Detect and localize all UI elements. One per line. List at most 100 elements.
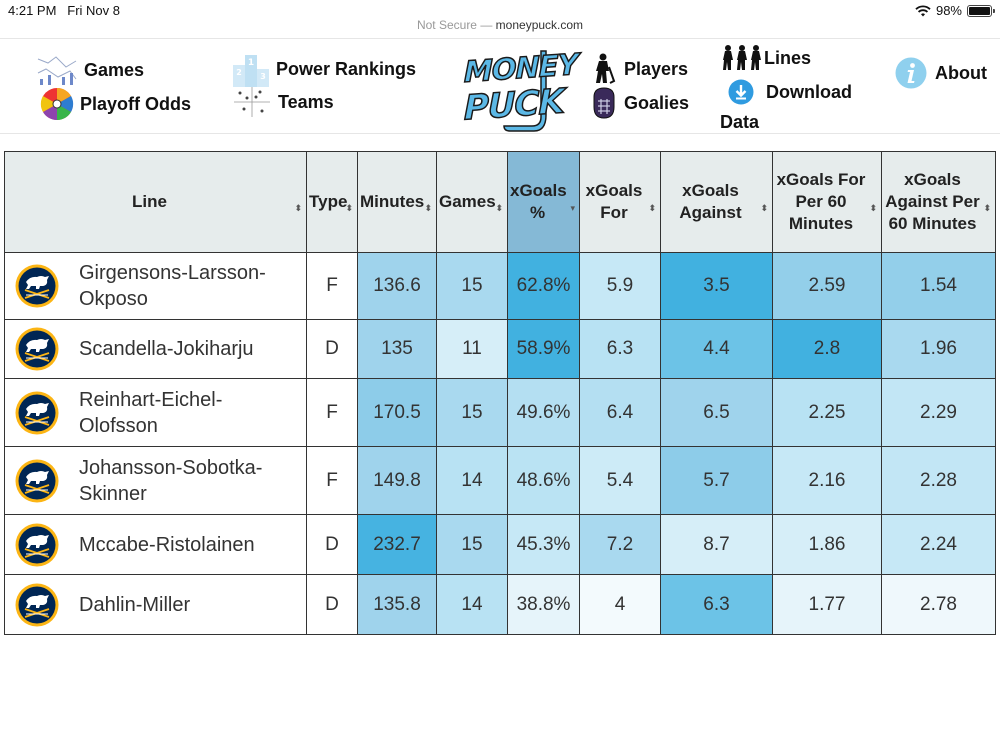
nav-teams-label: Teams: [278, 91, 334, 112]
games-cell: 15: [436, 252, 508, 320]
xgoals-for-cell: 6.3: [579, 319, 661, 379]
games-cell: 15: [436, 514, 508, 575]
line-cell[interactable]: Dahlin-Miller: [4, 574, 307, 635]
line-name: Scandella-Jokiharju: [79, 338, 254, 360]
column-header-xgoals-against[interactable]: xGoals Against ⬍: [660, 151, 773, 253]
xgoals-for-per-60-cell: 2.8: [772, 319, 882, 379]
site-nav: Games Playoff Odds 1 2 3 Power Rankings: [0, 38, 1000, 134]
line-name: Dahlin-Miller: [79, 593, 191, 616]
line-cell[interactable]: Johansson-Sobotka-Skinner: [4, 446, 307, 515]
sort-icon[interactable]: ⬍: [495, 203, 503, 213]
xgoals-pct-cell: 58.9%: [507, 319, 580, 379]
column-header-label: xGoals For: [585, 181, 643, 222]
sabres-logo-icon: [15, 327, 59, 371]
xgoals-against-cell: 5.7: [660, 446, 773, 515]
table-row: Johansson-Sobotka-Skinner F 149.8 14 48.6% 5.…: [4, 446, 996, 515]
xgoals-against-cell: 3.5: [660, 252, 773, 320]
minutes-cell: 170.5: [357, 378, 437, 447]
table-row: Scandella-Jokiharju D 135 11 58.9% 6.3 4.4 2.8 1…: [4, 319, 996, 379]
teams-quadrant-icon: [234, 87, 270, 117]
nav-players-label: Players: [624, 58, 689, 79]
column-header-line[interactable]: Line ⬍: [4, 151, 307, 253]
sort-icon[interactable]: ⬍: [424, 203, 432, 213]
nav-about[interactable]: About: [895, 57, 987, 89]
podium-icon: 1 2 3: [233, 55, 269, 87]
ios-status-bar: 4:21 PM Fri Nov 8 98%: [0, 0, 1000, 20]
xgoals-against-per-60-cell: 2.29: [881, 378, 996, 447]
line-cell[interactable]: Girgensons-Larsson-Okposo: [4, 252, 307, 320]
moneypuck-logo[interactable]: MONEY PUCK: [462, 46, 578, 135]
games-cell: 14: [436, 574, 508, 635]
column-header-type[interactable]: Type ⬍: [306, 151, 358, 253]
minutes-cell: 135: [357, 319, 437, 379]
minutes-cell: 149.8: [357, 446, 437, 515]
column-header-xgoals-against-per-60[interactable]: xGoals Against Per 60 Minutes ⬍: [881, 151, 996, 253]
line-cell[interactable]: Reinhart-Eichel-Olofsson: [4, 378, 307, 447]
sort-icon[interactable]: ⬍: [345, 203, 353, 213]
battery-percent: 98%: [935, 3, 962, 18]
xgoals-pct-cell: 45.3%: [507, 514, 580, 575]
type-cell: D: [306, 514, 358, 575]
sabres-logo-icon: [15, 264, 59, 308]
line-name: Reinhart-Eichel-Olofsson: [79, 388, 223, 437]
type-cell: F: [306, 446, 358, 515]
sort-icon[interactable]: ⬍: [760, 203, 768, 213]
column-header-label: Minutes: [360, 192, 425, 211]
xgoals-for-per-60-cell: 2.25: [772, 378, 882, 447]
xgoals-for-per-60-cell: 1.86: [772, 514, 882, 575]
table-body: Girgensons-Larsson-Okposo F 136.6 15 62.8% 5.…: [4, 252, 996, 635]
xgoals-against-cell: 4.4: [660, 319, 773, 379]
table-row: Reinhart-Eichel-Olofsson F 170.5 15 49.6% 6.4…: [4, 378, 996, 447]
nav-about-label: About: [935, 62, 987, 83]
logo-text-puck: PUCK: [463, 81, 564, 129]
xgoals-for-cell: 5.4: [579, 446, 661, 515]
column-header-label: Games: [439, 192, 496, 211]
line-cell[interactable]: Scandella-Jokiharju: [4, 319, 307, 379]
nav-data-label[interactable]: Data: [720, 112, 760, 132]
line-name: Mccabe-Ristolainen: [79, 533, 255, 556]
sort-icon[interactable]: ⬍: [983, 203, 991, 213]
sort-icon[interactable]: ⬍: [648, 203, 656, 213]
column-header-xgoals-pct[interactable]: xGoals % ▾: [507, 151, 580, 253]
column-header-label: Line: [132, 192, 167, 211]
nav-playoff-odds[interactable]: Playoff Odds: [40, 87, 191, 121]
sabres-logo-icon: [15, 391, 59, 434]
nav-goalies[interactable]: Goalies: [590, 87, 689, 119]
lines-table-container: Line ⬍ Type ⬍ Minutes ⬍ Games ⬍ xGoals % ▾ xGoals …: [4, 151, 996, 635]
nav-games[interactable]: Games: [36, 53, 144, 87]
nav-games-label: Games: [84, 59, 145, 80]
column-header-xgoals-for[interactable]: xGoals For ⬍: [579, 151, 661, 253]
xgoals-for-cell: 7.2: [579, 514, 661, 575]
type-cell: D: [306, 574, 358, 635]
nav-goalies-label: Goalies: [624, 92, 690, 113]
sort-desc-icon[interactable]: ▾: [570, 203, 575, 213]
nav-teams[interactable]: Teams: [232, 85, 334, 119]
xgoals-against-per-60-cell: 2.24: [881, 514, 996, 575]
sort-icon[interactable]: ⬍: [294, 203, 302, 213]
nav-download-data[interactable]: Download: [728, 79, 852, 105]
nav-power-rankings[interactable]: 1 2 3 Power Rankings: [232, 51, 416, 87]
column-header-games[interactable]: Games ⬍: [436, 151, 508, 253]
goalie-mask-icon: [593, 87, 615, 119]
type-cell: F: [306, 252, 358, 320]
xgoals-for-per-60-cell: 1.77: [772, 574, 882, 635]
line-cell[interactable]: Mccabe-Ristolainen: [4, 514, 307, 575]
xgoals-for-cell: 4: [579, 574, 661, 635]
nav-lines[interactable]: Lines: [722, 44, 811, 72]
games-cell: 11: [436, 319, 508, 379]
column-header-xgoals-for-per-60[interactable]: xGoals For Per 60 Minutes ⬍: [772, 151, 882, 253]
table-row: Mccabe-Ristolainen D 232.7 15 45.3% 7.2 8.7 1.8…: [4, 514, 996, 575]
address-bar[interactable]: Not Secure — moneypuck.com: [0, 18, 1000, 36]
minutes-cell: 135.8: [357, 574, 437, 635]
column-header-minutes[interactable]: Minutes ⬍: [357, 151, 437, 253]
playoff-odds-wheel-icon: [40, 87, 74, 121]
nav-players[interactable]: Players: [590, 53, 688, 85]
battery-icon: [967, 4, 995, 17]
line-name: Girgensons-Larsson-Okposo: [79, 262, 266, 310]
xgoals-pct-cell: 38.8%: [507, 574, 580, 635]
xgoals-against-per-60-cell: 2.78: [881, 574, 996, 635]
url-domain: moneypuck.com: [495, 18, 584, 32]
nav-power-rankings-label: Power Rankings: [276, 58, 417, 79]
sort-icon[interactable]: ⬍: [869, 203, 877, 213]
info-icon: [895, 57, 927, 89]
